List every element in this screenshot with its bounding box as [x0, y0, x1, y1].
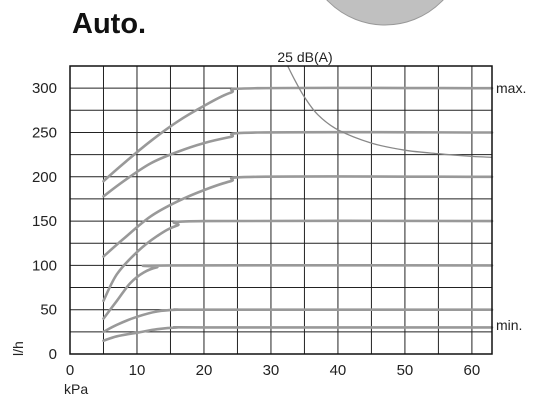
- x-tick-label: 20: [196, 362, 213, 379]
- x-tick-label: 50: [397, 362, 414, 379]
- x-tick-label: 40: [330, 362, 347, 379]
- flow-curve-2: [102, 308, 494, 334]
- chart-title: Auto.: [72, 8, 146, 40]
- flow-curve-3: [102, 263, 494, 320]
- flow-curve-5: [102, 175, 494, 258]
- y-tick-label: 300: [32, 80, 57, 97]
- x-tick-label: 30: [263, 362, 280, 379]
- max-label: max.: [496, 80, 526, 96]
- flow-curve-6: [102, 130, 494, 198]
- y-axis-label: l/h: [10, 341, 26, 356]
- tick-labels: 0 10 20 30 40 50 60 0 50 100 150 200 250 300: [32, 80, 480, 379]
- flow-curve-1: [102, 325, 494, 342]
- flow-curve-7: [102, 86, 494, 183]
- y-tick-label: 50: [40, 302, 57, 319]
- noise-limit-curve: [287, 65, 493, 158]
- flow-curve-4: [102, 219, 494, 303]
- y-tick-label: 0: [49, 346, 57, 363]
- y-tick-label: 150: [32, 213, 57, 230]
- x-tick-label: 60: [464, 362, 481, 379]
- flow-curves: [102, 86, 494, 342]
- y-tick-label: 200: [32, 169, 57, 186]
- x-tick-label: 0: [66, 362, 74, 379]
- decorative-dial-image: [326, 0, 444, 26]
- min-label: min.: [496, 317, 522, 333]
- plot-frame: [69, 65, 493, 355]
- x-axis-label: kPa: [64, 381, 88, 397]
- y-tick-label: 250: [32, 124, 57, 141]
- y-tick-label: 100: [32, 257, 57, 274]
- noise-label: 25 dB(A): [277, 49, 332, 65]
- x-tick-label: 10: [129, 362, 146, 379]
